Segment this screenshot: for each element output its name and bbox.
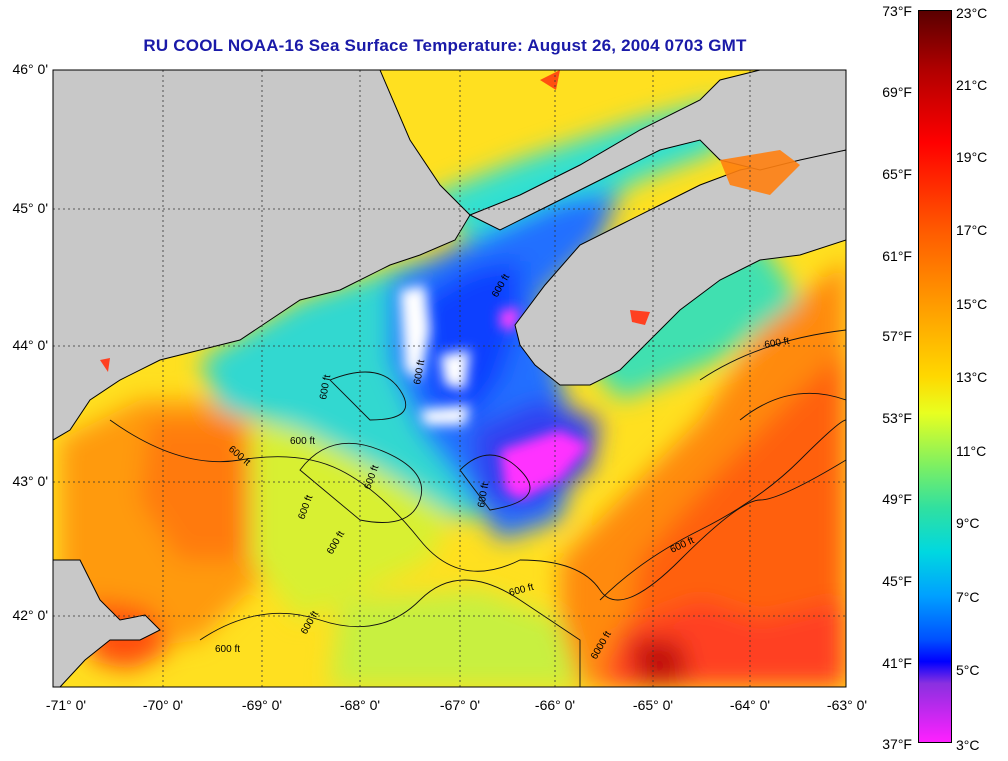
celsius-tick: 15°C bbox=[956, 296, 988, 312]
fahrenheit-tick: 53°F bbox=[882, 410, 912, 426]
map-grid bbox=[53, 70, 846, 687]
celsius-tick: 19°C bbox=[956, 149, 988, 165]
celsius-tick: 9°C bbox=[956, 515, 980, 531]
contour-label: 600 ft bbox=[290, 436, 315, 447]
lon-label: -68° 0' bbox=[339, 697, 381, 713]
contour-label: 600 ft bbox=[215, 644, 240, 655]
lon-label: -67° 0' bbox=[439, 697, 481, 713]
lat-label: 43° 0' bbox=[12, 473, 48, 489]
contour-label: 600 ft bbox=[412, 359, 427, 386]
celsius-tick: 13°C bbox=[956, 369, 988, 385]
fahrenheit-tick: 37°F bbox=[882, 736, 912, 752]
lon-label: -65° 0' bbox=[632, 697, 674, 713]
lon-label: -64° 0' bbox=[729, 697, 771, 713]
lon-label: -70° 0' bbox=[142, 697, 184, 713]
lon-label: -71° 0' bbox=[45, 697, 87, 713]
lat-label: 42° 0' bbox=[12, 607, 48, 623]
map-frame bbox=[52, 69, 847, 688]
lon-label: -66° 0' bbox=[534, 697, 576, 713]
celsius-tick: 5°C bbox=[956, 662, 980, 678]
celsius-tick: 11°C bbox=[956, 443, 987, 459]
celsius-tick: 3°C bbox=[956, 737, 980, 753]
celsius-tick: 23°C bbox=[956, 5, 988, 21]
fahrenheit-tick: 57°F bbox=[882, 328, 912, 344]
celsius-tick: 17°C bbox=[956, 222, 988, 238]
lat-label: 46° 0' bbox=[12, 61, 48, 77]
lon-label: -69° 0' bbox=[241, 697, 283, 713]
cold-patches bbox=[400, 285, 590, 500]
contour-label: 600 ft bbox=[764, 336, 791, 351]
fahrenheit-tick: 69°F bbox=[882, 84, 912, 100]
lon-label: -63° 0' bbox=[826, 697, 868, 713]
fahrenheit-tick: 73°F bbox=[882, 3, 912, 19]
depth-contours bbox=[109, 329, 846, 687]
fahrenheit-tick: 41°F bbox=[882, 655, 912, 671]
celsius-tick: 7°C bbox=[956, 589, 980, 605]
lat-label: 45° 0' bbox=[12, 200, 48, 216]
map-title: RU COOL NOAA-16 Sea Surface Temperature:… bbox=[143, 36, 747, 55]
lat-label: 44° 0' bbox=[12, 337, 48, 353]
fahrenheit-tick: 45°F bbox=[882, 573, 912, 589]
contour-label: 600 ft bbox=[476, 482, 491, 509]
fahrenheit-tick: 49°F bbox=[882, 491, 912, 507]
temperature-colorbar bbox=[918, 10, 952, 743]
map-area: 600 ft 600 ft 600 ft 600 ft 600 ft 600 f… bbox=[53, 70, 846, 687]
fahrenheit-tick: 61°F bbox=[882, 248, 912, 264]
celsius-tick: 21°C bbox=[956, 77, 988, 93]
fahrenheit-tick: 65°F bbox=[882, 166, 912, 182]
contour-label: 600 ft bbox=[318, 374, 333, 401]
temperature-field bbox=[60, 100, 846, 687]
